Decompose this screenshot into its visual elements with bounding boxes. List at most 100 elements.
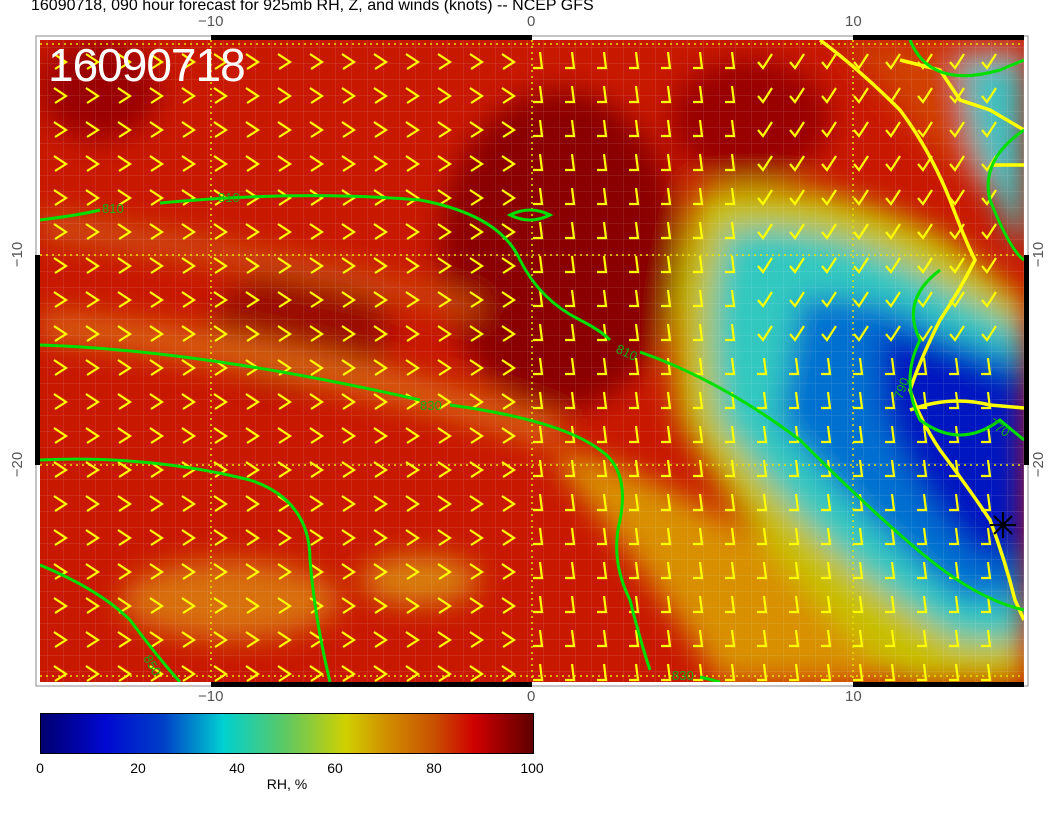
wind-barb	[405, 223, 421, 240]
wind-barb	[341, 427, 357, 444]
wind-barb	[725, 425, 736, 444]
wind-barb	[405, 121, 421, 138]
wind-barb	[789, 629, 800, 648]
wind-barb	[437, 529, 453, 546]
wind-barb	[309, 257, 325, 274]
wind-barb	[405, 291, 421, 308]
wind-barb	[245, 529, 261, 546]
wind-barb	[533, 527, 544, 546]
wind-barb	[725, 561, 736, 580]
wind-barb	[917, 629, 928, 648]
wind-barb	[789, 663, 800, 682]
wind-barb	[245, 597, 261, 614]
wind-barb	[789, 291, 805, 308]
wind-barb	[885, 325, 901, 342]
wind-barb	[469, 291, 485, 308]
wind-barb	[981, 223, 997, 240]
wind-barb	[469, 393, 485, 410]
wind-barb	[629, 663, 640, 682]
wind-barb	[309, 563, 325, 580]
wind-barb	[661, 527, 672, 546]
wind-barb	[149, 257, 165, 274]
wind-barb	[501, 495, 517, 512]
wind-barb	[373, 257, 389, 274]
wind-barb	[917, 257, 933, 274]
wind-barb	[629, 391, 640, 410]
wind-barb	[885, 493, 896, 512]
height-contours	[40, 40, 1024, 682]
wind-barb	[693, 289, 704, 308]
wind-barb	[693, 493, 704, 512]
wind-barb	[309, 325, 325, 342]
wind-barb	[405, 461, 421, 478]
wind-barb	[53, 155, 69, 172]
wind-barb	[181, 53, 197, 70]
wind-barb	[373, 291, 389, 308]
wind-barb	[853, 629, 864, 648]
wind-barb	[117, 597, 133, 614]
wind-barb	[725, 221, 736, 240]
wind-barb	[757, 459, 768, 478]
wind-barb	[149, 155, 165, 172]
wind-barb	[565, 391, 576, 410]
wind-barb	[245, 393, 261, 410]
wind-barb	[341, 223, 357, 240]
contour-label: 830	[672, 668, 694, 683]
wind-barb	[53, 461, 69, 478]
wind-barb	[245, 563, 261, 580]
wind-barb	[693, 459, 704, 478]
right-tick: −10	[1030, 241, 1048, 268]
wind-barb	[149, 189, 165, 206]
wind-barb	[437, 427, 453, 444]
wind-barb	[757, 561, 768, 580]
wind-barb	[757, 223, 773, 240]
date-stamp: 16090718	[48, 39, 246, 91]
wind-barb	[501, 393, 517, 410]
wind-barb	[725, 595, 736, 614]
wind-barb	[85, 665, 101, 682]
wind-barb	[405, 189, 421, 206]
wind-barb	[885, 391, 896, 410]
wind-barb	[149, 121, 165, 138]
wind-barb	[85, 121, 101, 138]
wind-barb	[213, 427, 229, 444]
left-tick: −20	[9, 451, 27, 478]
wind-barb	[821, 663, 832, 682]
wind-barb	[885, 257, 901, 274]
wind-barb	[85, 291, 101, 308]
wind-barb	[661, 85, 672, 104]
wind-barb	[53, 53, 69, 70]
wind-barb	[341, 257, 357, 274]
wind-barb	[693, 663, 704, 682]
wind-barb	[469, 325, 485, 342]
wind-barb	[981, 629, 992, 648]
wind-barb	[629, 561, 640, 580]
wind-barb	[53, 529, 69, 546]
wind-barb	[533, 289, 544, 308]
wind-barb	[85, 393, 101, 410]
wind-barb	[85, 359, 101, 376]
wind-barb	[597, 459, 608, 478]
wind-barb	[213, 597, 229, 614]
wind-barb	[437, 563, 453, 580]
wind-barb	[853, 189, 869, 206]
wind-barb	[181, 427, 197, 444]
wind-barb	[853, 53, 869, 70]
wind-barb	[309, 87, 325, 104]
wind-barb	[757, 325, 773, 342]
wind-barb	[661, 187, 672, 206]
wind-barb	[597, 493, 608, 512]
wind-barb	[373, 325, 389, 342]
wind-barb	[981, 87, 997, 104]
wind-barb	[53, 87, 69, 104]
axis-bars	[35, 35, 1029, 687]
wind-barb	[469, 665, 485, 682]
wind-barb	[213, 529, 229, 546]
wind-barb	[693, 221, 704, 240]
wind-barb	[53, 189, 69, 206]
wind-barb	[949, 629, 960, 648]
wind-barb	[757, 663, 768, 682]
map-title: 16090718, 090 hour forecast for 925mb RH…	[31, 0, 594, 14]
wind-barb	[117, 257, 133, 274]
wind-barb	[821, 155, 837, 172]
